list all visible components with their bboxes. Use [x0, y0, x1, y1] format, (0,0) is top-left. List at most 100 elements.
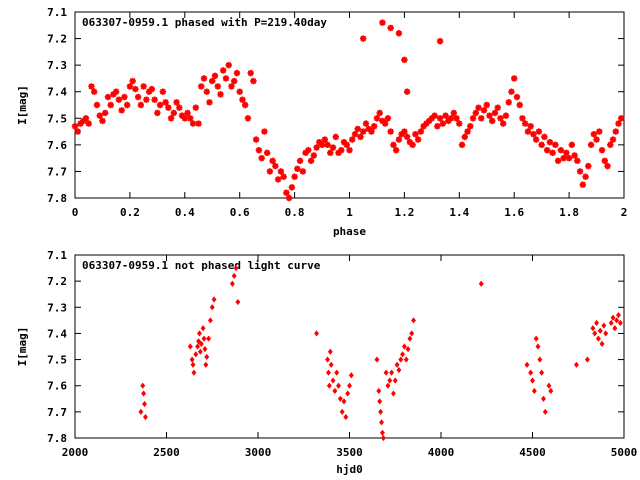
unphased-y-tick-label: 7.4	[47, 327, 67, 340]
unphased-data-point	[197, 348, 203, 355]
phased-data-point	[486, 112, 493, 119]
phased-data-point	[546, 139, 554, 146]
unphased-data-point	[142, 400, 148, 408]
unphased-data-point	[603, 330, 609, 337]
phased-data-point	[428, 115, 436, 122]
unphased-data-point	[398, 356, 404, 363]
phased-data-point	[538, 141, 545, 149]
phased-data-point	[250, 77, 257, 85]
phased-data-point	[390, 141, 397, 149]
phased-data-point	[403, 133, 411, 141]
phased-data-point	[316, 139, 323, 146]
phased-data-point	[387, 24, 394, 32]
phased-data-point	[357, 133, 364, 141]
phased-data-point	[335, 149, 342, 157]
phased-data-point	[101, 109, 109, 117]
unphased-data-point	[599, 340, 605, 347]
phased-light-curve-panel: 0 0.2 0.4 0.6 0.8 1 1.2 1.4 1.6 1.8 2 7.1 7.2 7.3 7.4 7…	[16, 6, 627, 238]
phased-data-point	[576, 168, 584, 175]
phased-data-point	[585, 162, 592, 170]
phased-data-point	[110, 91, 117, 98]
phased-data-point	[140, 83, 147, 90]
unphased-data-point	[337, 395, 343, 402]
phased-data-point	[464, 128, 471, 135]
phased-data-point	[93, 101, 101, 109]
phased-data-point	[151, 96, 158, 103]
unphased-y-tick-label: 7.6	[47, 380, 67, 393]
phased-data-point	[209, 77, 216, 85]
phased-data-point	[376, 109, 383, 117]
phased-data-point	[184, 109, 191, 117]
phased-data-point	[461, 133, 468, 141]
phased-data-point	[233, 69, 241, 77]
phased-data-point	[442, 112, 449, 119]
phased-y-tick-label: 7.1	[47, 6, 67, 19]
phased-data-point	[574, 157, 581, 164]
phased-data-point	[195, 120, 202, 127]
phased-x-tick-label: 0.2	[120, 206, 140, 219]
phased-y-tick-label: 7.8	[47, 192, 67, 205]
phased-data-point	[414, 136, 422, 143]
phased-data-point	[491, 109, 499, 117]
phased-data-point	[258, 154, 265, 162]
phased-y-tick-label: 7.7	[47, 165, 67, 178]
unphased-data-point	[542, 408, 548, 415]
unphased-data-point	[548, 387, 554, 395]
phased-data-point	[189, 120, 197, 127]
unphased-data-point	[229, 280, 235, 287]
phased-data-point	[423, 120, 430, 127]
phased-data-point	[80, 117, 87, 125]
phased-data-point	[154, 109, 161, 117]
phased-data-point	[483, 101, 490, 109]
unphased-x-tick-label: 2000	[62, 446, 89, 459]
phased-data-point	[82, 115, 90, 122]
phased-data-point	[244, 115, 252, 122]
phased-data-point	[321, 136, 328, 143]
phased-data-point	[277, 168, 285, 175]
phased-x-tick-label: 1.6	[504, 206, 524, 219]
unphased-data-point	[590, 325, 596, 332]
phased-data-point	[398, 131, 405, 138]
phased-y-axis-label: I[mag]	[16, 85, 29, 125]
phased-x-tick-label: 0.4	[175, 206, 195, 219]
phased-data-point	[165, 104, 172, 111]
phased-data-point	[285, 194, 293, 202]
phased-data-point	[318, 141, 326, 149]
phased-data-point	[456, 120, 463, 127]
unphased-data-point	[203, 361, 209, 368]
unphased-data-point	[195, 343, 201, 350]
unphased-data-point	[341, 398, 347, 405]
phased-data-point	[406, 139, 414, 146]
unphased-data-point	[387, 377, 393, 384]
phased-y-tick-label: 7.2	[47, 33, 67, 46]
unphased-data-point	[231, 272, 237, 279]
unphased-data-point	[336, 382, 341, 389]
phased-data-point	[505, 99, 512, 106]
unphased-data-point	[380, 434, 386, 442]
unphased-data-point	[378, 408, 384, 415]
unphased-y-tick-label: 7.2	[47, 275, 67, 288]
unphased-data-point	[531, 387, 537, 395]
phased-data-point	[222, 75, 230, 82]
unphased-chart-title: 063307-0959.1 not phased light curve	[82, 259, 321, 272]
phased-data-point	[225, 61, 232, 69]
unphased-data-point	[530, 377, 535, 384]
unphased-data-point	[191, 369, 197, 376]
unphased-data-point	[608, 319, 614, 327]
phased-data-point	[115, 96, 123, 103]
phased-data-point	[145, 88, 153, 95]
phased-data-point	[206, 99, 213, 106]
unphased-data-point	[233, 264, 239, 272]
phased-data-point	[200, 75, 208, 82]
phased-data-point	[587, 141, 595, 149]
phased-data-point	[228, 83, 235, 90]
phased-data-point	[310, 152, 318, 159]
unphased-data-point	[392, 377, 398, 384]
phased-data-point	[294, 165, 301, 172]
phased-data-point	[502, 112, 510, 119]
phased-data-point	[71, 123, 79, 130]
unphased-data-point	[332, 387, 338, 395]
phased-data-point	[395, 136, 403, 143]
phased-data-point	[217, 91, 224, 98]
phased-data-point	[494, 104, 501, 111]
